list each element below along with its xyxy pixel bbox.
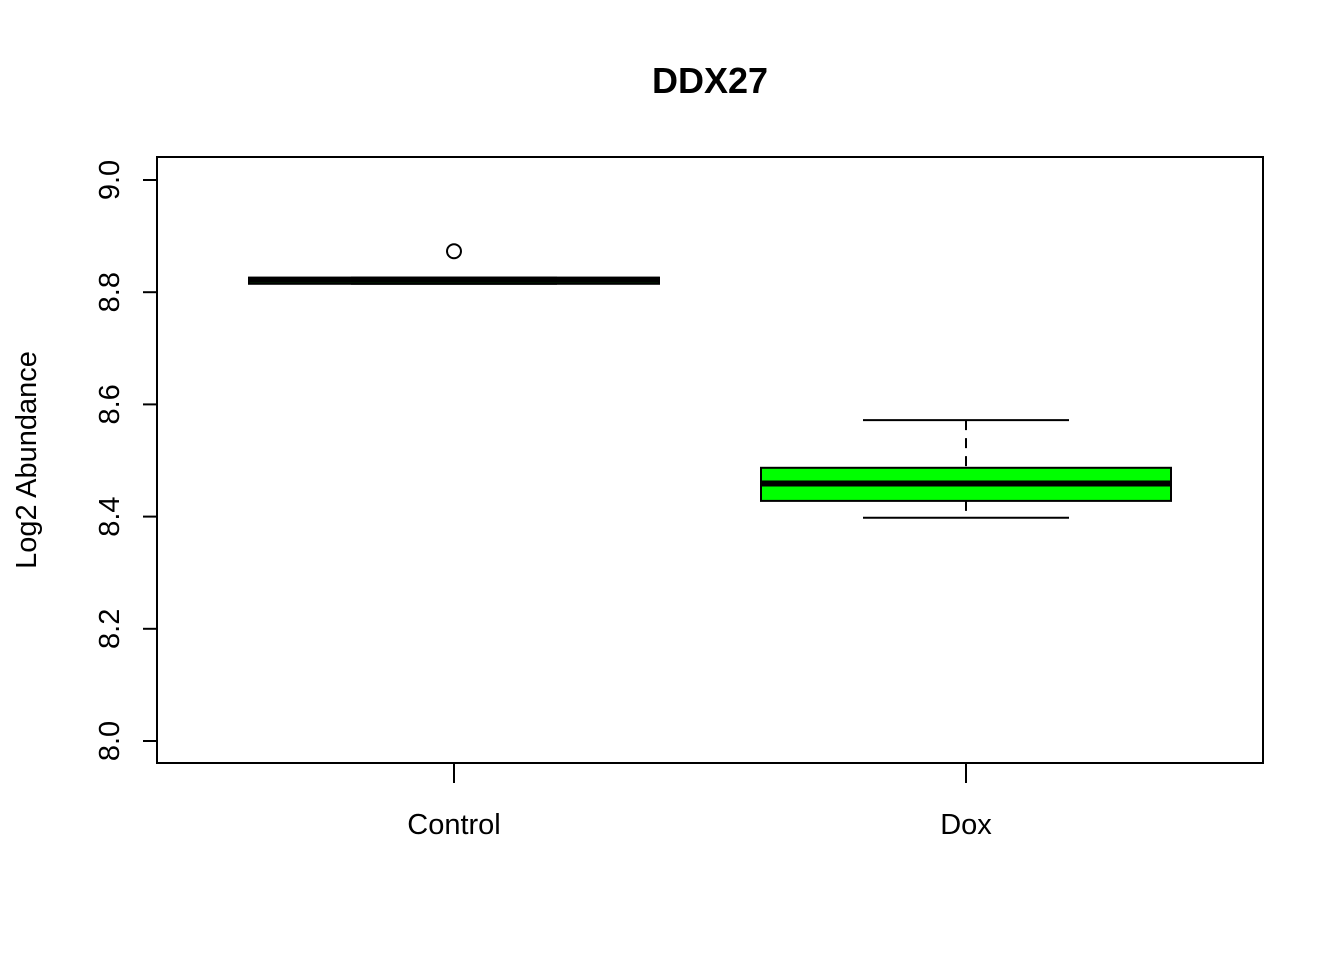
outlier-point (446, 243, 462, 260)
y-tick-label: 8.4 (94, 496, 126, 536)
y-tick-label: 8.0 (94, 721, 126, 761)
x-tick-label: Control (407, 809, 501, 841)
box-group (248, 243, 660, 285)
y-tick-label: 9.0 (94, 160, 126, 200)
x-axis: Control Dox (407, 763, 992, 841)
y-axis-label: Log2 Abundance (11, 351, 43, 569)
y-tick-label: 8.6 (94, 384, 126, 424)
box-group (760, 419, 1172, 519)
y-tick-label: 8.8 (94, 272, 126, 312)
y-tick-label: 8.2 (94, 609, 126, 649)
chart-title: DDX27 (652, 60, 768, 101)
y-axis: 8.0 8.2 8.4 8.6 8.8 9.0 (94, 160, 158, 761)
boxes-layer (248, 243, 1172, 519)
plot-frame (156, 156, 1264, 764)
x-tick-label: Dox (940, 809, 992, 841)
